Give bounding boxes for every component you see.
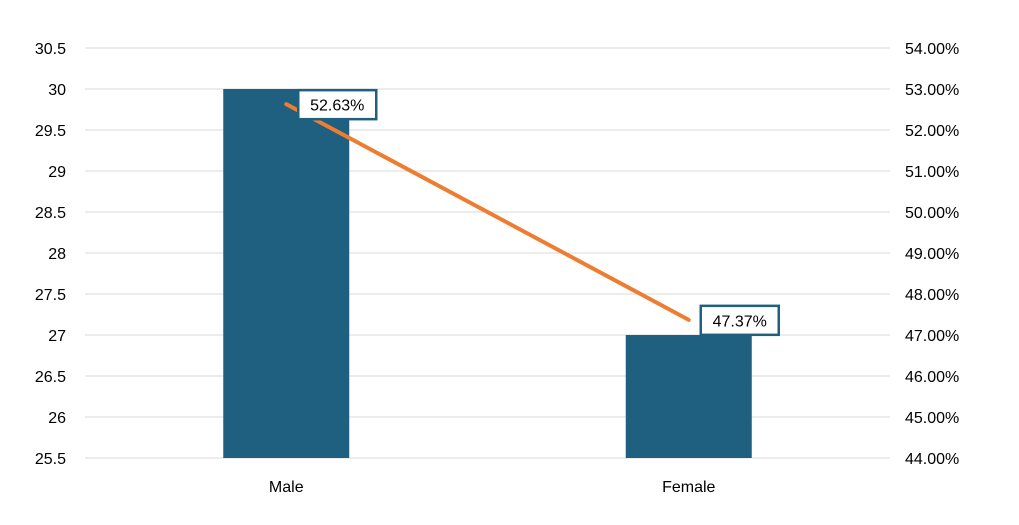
data-label-box bbox=[297, 88, 378, 121]
data-label: 47.37% bbox=[713, 313, 767, 330]
bar-male bbox=[223, 89, 350, 458]
right-tick-label: 51.00% bbox=[905, 164, 959, 181]
bar-series bbox=[223, 89, 752, 458]
left-tick-label: 29.5 bbox=[35, 123, 66, 140]
data-labels: 52.63% 47.37% bbox=[297, 88, 780, 337]
right-tick-label: 48.00% bbox=[905, 287, 959, 304]
bar-female bbox=[625, 335, 752, 458]
line-series bbox=[284, 102, 691, 322]
left-tick-label: 26.5 bbox=[35, 369, 66, 386]
left-tick-label: 30.5 bbox=[35, 41, 66, 58]
left-tick-label: 29 bbox=[48, 164, 66, 181]
data-label-box bbox=[699, 304, 780, 337]
data-label: 52.63% bbox=[310, 98, 364, 115]
percentage-line bbox=[284, 102, 691, 322]
left-tick-label: 26 bbox=[48, 410, 66, 427]
category-label: Male bbox=[269, 479, 304, 496]
right-tick-label: 44.00% bbox=[905, 451, 959, 468]
left-tick-label: 27.5 bbox=[35, 287, 66, 304]
left-tick-label: 28.5 bbox=[35, 205, 66, 222]
right-tick-label: 47.00% bbox=[905, 328, 959, 345]
right-tick-label: 52.00% bbox=[905, 123, 959, 140]
left-tick-label: 27 bbox=[48, 328, 66, 345]
x-axis: Male Female bbox=[269, 479, 716, 496]
right-tick-label: 53.00% bbox=[905, 82, 959, 99]
left-tick-label: 30 bbox=[48, 82, 66, 99]
category-label: Female bbox=[662, 479, 715, 496]
right-tick-label: 46.00% bbox=[905, 369, 959, 386]
right-axis: 44.00% 45.00% 46.00% 47.00% 48.00% 49.00% 50.0… bbox=[905, 41, 959, 468]
right-tick-label: 49.00% bbox=[905, 246, 959, 263]
right-tick-label: 45.00% bbox=[905, 410, 959, 427]
right-tick-label: 54.00% bbox=[905, 41, 959, 58]
left-tick-label: 28 bbox=[48, 246, 66, 263]
left-tick-label: 25.5 bbox=[35, 451, 66, 468]
gridlines bbox=[85, 47, 890, 459]
right-tick-label: 50.00% bbox=[905, 205, 959, 222]
left-axis: 25.5 26 26.5 27 27.5 28 28.5 29 29.5 30 30.5 bbox=[35, 41, 66, 468]
